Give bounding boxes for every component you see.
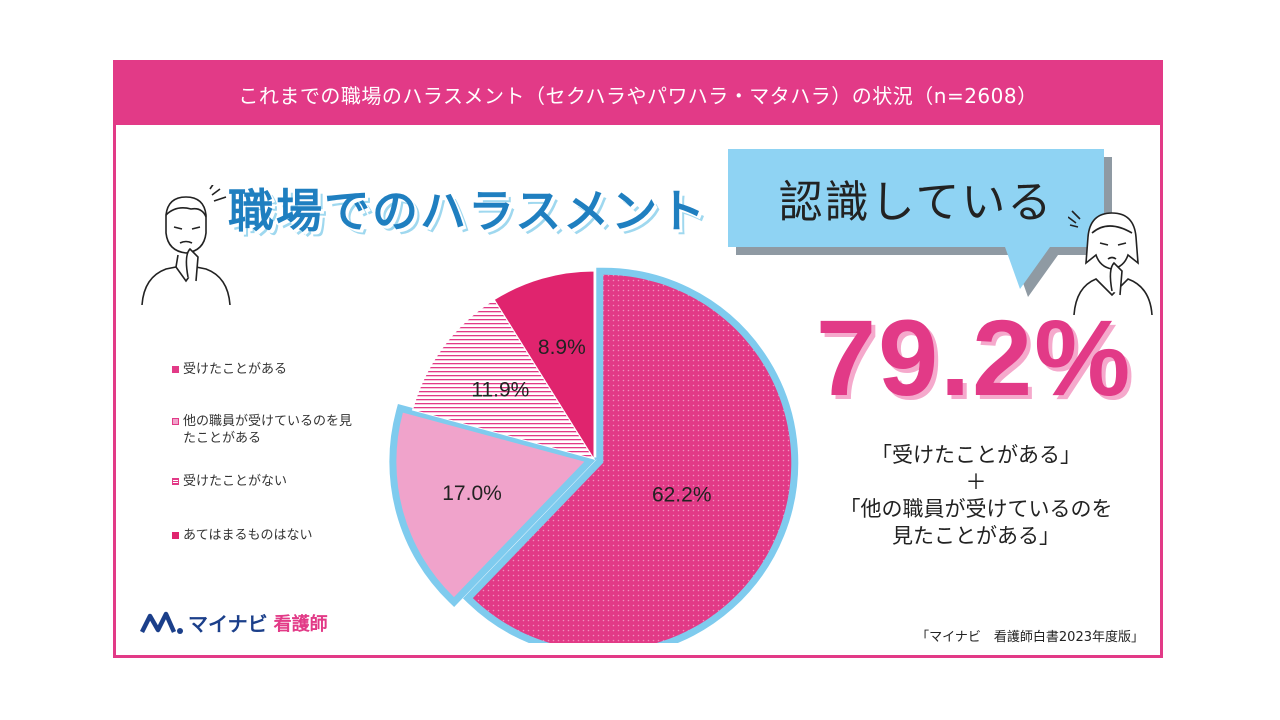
legend-swatch-none bbox=[172, 532, 179, 539]
headline: 職場でのハラスメント bbox=[228, 184, 708, 238]
callout-bubble: 認識している bbox=[728, 149, 1113, 309]
highlight-line-3: 見たことがある」 bbox=[892, 524, 1060, 548]
pie-slice-not-received-label: 11.9% bbox=[471, 379, 529, 402]
mynavi-logo-mark bbox=[140, 611, 183, 634]
legend-label: あてはまるものはない bbox=[183, 528, 313, 543]
highlight-line-2: 「他の職員が受けているのを bbox=[839, 497, 1113, 521]
highlight-percentage: 79.2% bbox=[816, 297, 1133, 418]
pie-slice-received bbox=[472, 274, 792, 643]
legend-item-not-received: 受けたことがない bbox=[172, 473, 392, 490]
legend-label: 他の職員が受けているのを見たことがある bbox=[183, 414, 353, 446]
legend-item-witnessed: 他の職員が受けているのを見たことがある bbox=[172, 413, 362, 447]
legend-swatch-received bbox=[172, 366, 179, 373]
source-note: 「マイナビ 看護師白書2023年度版」 bbox=[916, 630, 1144, 645]
legend-swatch-witnessed bbox=[172, 418, 179, 425]
pie-slice-witnessed bbox=[396, 412, 585, 598]
worried-man-illustration bbox=[141, 185, 231, 305]
infographic-card: これまでの職場のハラスメント（セクハラやパワハラ・マタハラ）の状況（n=2608… bbox=[113, 60, 1163, 658]
legend-item-none: あてはまるものはない bbox=[172, 527, 392, 544]
pie-slice-none bbox=[493, 270, 595, 461]
pie-slice-none-label: 8.9% bbox=[538, 336, 586, 359]
mynavi-logo: マイナビ 看護師 bbox=[140, 608, 328, 637]
logo-subtitle: 看護師 bbox=[273, 613, 328, 635]
logo-brand: マイナビ bbox=[188, 612, 268, 636]
pie-slice-received-label: 62.2% bbox=[652, 483, 712, 506]
callout-text: 認識している bbox=[778, 177, 1054, 228]
legend-swatch-not-received bbox=[172, 478, 179, 485]
callout-shape bbox=[728, 149, 1112, 297]
highlight-plus: ＋ bbox=[965, 470, 987, 494]
legend-label: 受けたことがない bbox=[183, 474, 288, 489]
pie-chart: 62.2% 17.0% 11.9% 8.9% bbox=[389, 267, 799, 643]
header-title: これまでの職場のハラスメント（セクハラやパワハラ・マタハラ）の状況（n=2608… bbox=[116, 63, 1160, 125]
pie-slice-not-received bbox=[411, 298, 596, 460]
legend-item-received: 受けたことがある bbox=[172, 361, 392, 378]
legend-label: 受けたことがある bbox=[183, 362, 288, 377]
highlight-line-1: 「受けたことがある」 bbox=[871, 443, 1081, 467]
pie-slice-witnessed-label: 17.0% bbox=[442, 482, 502, 505]
worried-woman-illustration bbox=[1068, 210, 1153, 315]
